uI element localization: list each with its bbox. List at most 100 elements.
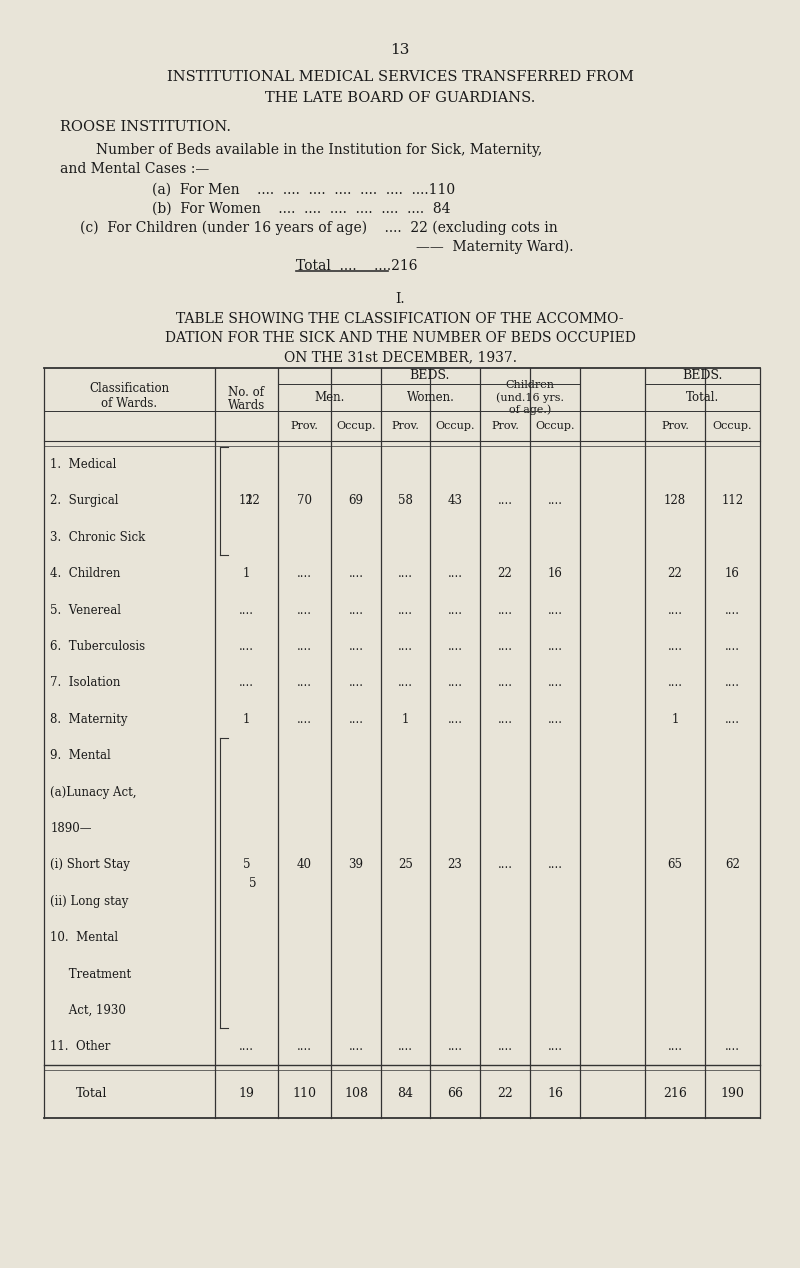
Text: 1: 1 <box>402 713 409 725</box>
Text: ....: .... <box>547 1041 562 1054</box>
Text: of Wards.: of Wards. <box>102 397 158 411</box>
Text: Men.: Men. <box>314 391 345 404</box>
Text: Women.: Women. <box>406 391 454 404</box>
Text: 10.  Mental: 10. Mental <box>50 931 118 945</box>
Text: Occup.: Occup. <box>336 421 376 431</box>
Text: ....: .... <box>349 567 363 581</box>
Text: 22: 22 <box>498 567 512 581</box>
Text: 19: 19 <box>238 1087 254 1099</box>
Text: Children: Children <box>506 380 554 389</box>
Text: Prov.: Prov. <box>491 421 519 431</box>
Text: Total.: Total. <box>686 391 719 404</box>
Text: BEDS.: BEDS. <box>409 369 449 383</box>
Text: ....: .... <box>447 676 462 690</box>
Text: ....: .... <box>447 713 462 725</box>
Text: 22: 22 <box>668 567 682 581</box>
Text: DATION FOR THE SICK AND THE NUMBER OF BEDS OCCUPIED: DATION FOR THE SICK AND THE NUMBER OF BE… <box>165 331 635 345</box>
Text: 190: 190 <box>721 1087 745 1099</box>
Text: 40: 40 <box>297 858 312 871</box>
Text: 66: 66 <box>447 1087 463 1099</box>
Text: ....: .... <box>725 604 740 616</box>
Text: ....: .... <box>447 604 462 616</box>
Text: (a)Lunacy Act,: (a)Lunacy Act, <box>50 786 137 799</box>
Text: 6.  Tuberculosis: 6. Tuberculosis <box>50 640 146 653</box>
Text: ....: .... <box>547 495 562 507</box>
Text: 12: 12 <box>246 495 260 507</box>
Text: 65: 65 <box>667 858 682 871</box>
Text: ....: .... <box>547 676 562 690</box>
Text: ....: .... <box>398 640 413 653</box>
Text: ....: .... <box>498 640 513 653</box>
Text: Wards: Wards <box>228 398 265 412</box>
Text: ....: .... <box>498 1041 513 1054</box>
Text: Occup.: Occup. <box>535 421 574 431</box>
Text: 110: 110 <box>293 1087 317 1099</box>
Text: Treatment: Treatment <box>50 967 131 980</box>
Text: ....: .... <box>498 676 513 690</box>
Text: Total  ....    ....216: Total .... ....216 <box>296 259 418 273</box>
Text: (b)  For Women    ....  ....  ....  ....  ....  ....  84: (b) For Women .... .... .... .... .... .… <box>152 202 450 216</box>
Text: 13: 13 <box>390 43 410 57</box>
Text: 1890—: 1890— <box>50 822 92 836</box>
Text: 5: 5 <box>249 876 257 890</box>
Text: Act, 1930: Act, 1930 <box>50 1004 126 1017</box>
Text: 2.  Surgical: 2. Surgical <box>50 495 119 507</box>
Text: and Mental Cases :—: and Mental Cases :— <box>60 162 210 176</box>
Text: No. of: No. of <box>229 385 265 399</box>
Text: ....: .... <box>547 640 562 653</box>
Text: (ii) Long stay: (ii) Long stay <box>50 895 129 908</box>
Text: ON THE 31st DECEMBER, 1937.: ON THE 31st DECEMBER, 1937. <box>283 350 517 364</box>
Text: ....: .... <box>349 713 363 725</box>
Text: ....: .... <box>239 640 254 653</box>
Text: 128: 128 <box>664 495 686 507</box>
Text: 62: 62 <box>725 858 740 871</box>
Text: ....: .... <box>239 1041 254 1054</box>
Text: (c)  For Children (under 16 years of age)    ....  22 (excluding cots in: (c) For Children (under 16 years of age)… <box>80 221 558 235</box>
Text: 58: 58 <box>398 495 413 507</box>
Text: INSTITUTIONAL MEDICAL SERVICES TRANSFERRED FROM: INSTITUTIONAL MEDICAL SERVICES TRANSFERR… <box>166 70 634 84</box>
Text: ....: .... <box>725 1041 740 1054</box>
Text: ....: .... <box>547 858 562 871</box>
Text: ....: .... <box>447 1041 462 1054</box>
Text: Total: Total <box>76 1087 107 1099</box>
Text: ....: .... <box>297 567 312 581</box>
Text: 9.  Mental: 9. Mental <box>50 749 111 762</box>
Text: ....: .... <box>349 604 363 616</box>
Text: ....: .... <box>498 713 513 725</box>
Text: 70: 70 <box>297 495 312 507</box>
Text: Classification: Classification <box>90 382 170 396</box>
Text: (und.16 yrs.: (und.16 yrs. <box>496 392 564 403</box>
Text: 84: 84 <box>398 1087 414 1099</box>
Text: ....: .... <box>297 676 312 690</box>
Text: ....: .... <box>398 1041 413 1054</box>
Text: Occup.: Occup. <box>435 421 474 431</box>
Text: Occup.: Occup. <box>713 421 752 431</box>
Text: 5.  Venereal: 5. Venereal <box>50 604 122 616</box>
Text: 8.  Maternity: 8. Maternity <box>50 713 128 725</box>
Text: 43: 43 <box>447 495 462 507</box>
Text: 216: 216 <box>663 1087 687 1099</box>
Text: Prov.: Prov. <box>290 421 318 431</box>
Text: ....: .... <box>398 567 413 581</box>
Text: ....: .... <box>447 640 462 653</box>
Text: (a)  For Men    ....  ....  ....  ....  ....  ....  ....110: (a) For Men .... .... .... .... .... ...… <box>152 183 455 197</box>
Text: I.: I. <box>395 292 405 306</box>
Text: ....: .... <box>547 713 562 725</box>
Text: 108: 108 <box>344 1087 368 1099</box>
Text: 5: 5 <box>242 858 250 871</box>
Text: ....: .... <box>667 676 682 690</box>
Text: ....: .... <box>297 604 312 616</box>
Text: 16: 16 <box>725 567 740 581</box>
Text: 16: 16 <box>547 1087 563 1099</box>
Text: ....: .... <box>667 1041 682 1054</box>
Text: 1: 1 <box>243 713 250 725</box>
Text: ....: .... <box>667 640 682 653</box>
Text: 1: 1 <box>243 567 250 581</box>
Text: ....: .... <box>447 567 462 581</box>
Text: ——  Maternity Ward).: —— Maternity Ward). <box>416 240 574 254</box>
Text: ....: .... <box>349 1041 363 1054</box>
Text: 1.  Medical: 1. Medical <box>50 458 117 470</box>
Text: ....: .... <box>349 676 363 690</box>
Text: ....: .... <box>239 604 254 616</box>
Text: Prov.: Prov. <box>661 421 689 431</box>
